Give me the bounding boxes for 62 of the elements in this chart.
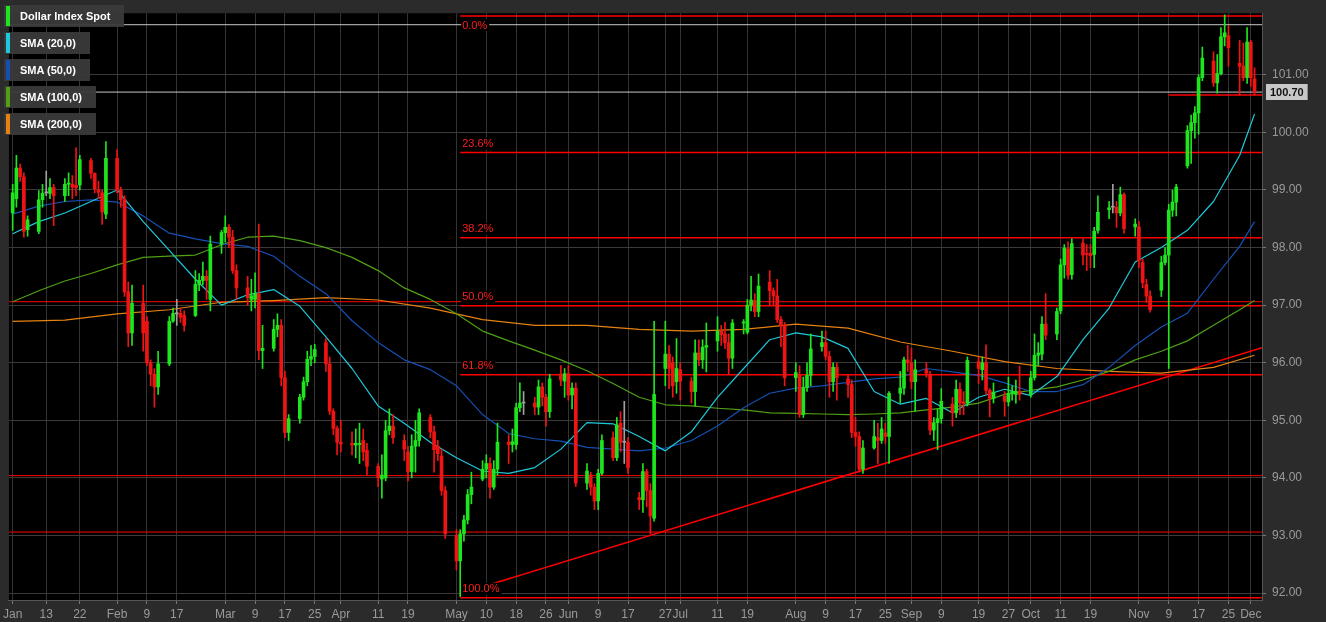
x-tick-label: Aug [785, 606, 807, 621]
x-tick-label: Apr [331, 606, 351, 621]
x-tick-label: Jul [672, 606, 688, 621]
legend-label: Dollar Index Spot [19, 10, 112, 22]
x-tick-label: 18 [509, 606, 524, 621]
x-tick-label: 26 [539, 606, 553, 621]
annotation: 61.8% [462, 359, 494, 372]
x-tick-label: 25 [878, 606, 893, 621]
y-tick-label: 97.00 [1272, 297, 1303, 312]
x-tick-label: Jun [558, 606, 579, 621]
y-tick-label: 99.00 [1272, 182, 1303, 197]
x-tick-label: 27 [658, 606, 673, 621]
annotation: 50.0% [462, 290, 494, 303]
annotation: 100.0% [462, 582, 500, 595]
x-tick-label: 11 [371, 606, 385, 621]
y-tick-label: 100.00 [1272, 124, 1310, 139]
x-tick-label: 11 [1054, 606, 1068, 621]
x-tick-label: 17 [170, 606, 184, 621]
annotation: 38.2% [462, 222, 494, 235]
x-tick-label: 9 [251, 606, 259, 621]
legend-label: SMA (50,0) [19, 64, 77, 76]
x-tick-label: 19 [1083, 606, 1098, 621]
y-tick-label: 95.00 [1272, 412, 1303, 427]
x-tick-label: 9 [822, 606, 830, 621]
x-tick-label: 13 [39, 606, 54, 621]
y-tick-label: 94.00 [1272, 470, 1303, 485]
x-tick-label: Mar [214, 606, 236, 621]
x-tick-label: Sep [900, 606, 923, 621]
x-tick-label: Jan [2, 606, 23, 621]
x-tick-label: 17 [278, 606, 292, 621]
x-tick-label: 9 [937, 606, 945, 621]
legend-label: SMA (20,0) [19, 37, 77, 49]
x-tick-label: May [445, 606, 468, 621]
x-tick-label: 19 [971, 606, 986, 621]
y-tick-label: 101.00 [1272, 67, 1310, 82]
x-tick-label: Nov [1128, 606, 1150, 621]
x-tick-label: 25 [1221, 606, 1236, 621]
annotation: 0.0% [462, 18, 488, 31]
y-tick-label: 92.00 [1272, 585, 1303, 600]
x-tick-label: 17 [1191, 606, 1206, 621]
x-tick-label: 27 [1001, 606, 1016, 621]
legend-label: SMA (100,0) [19, 91, 83, 103]
x-tick-label: 19 [740, 606, 755, 621]
x-tick-label: 9 [143, 606, 151, 621]
x-tick-label: 9 [594, 606, 602, 621]
x-tick-label: 25 [308, 606, 322, 621]
x-tick-label: 19 [401, 606, 415, 621]
x-tick-label: 11 [711, 606, 725, 621]
x-tick-label: Oct [1021, 606, 1041, 621]
x-tick-label: Feb [106, 606, 128, 621]
y-tick-label: 98.00 [1272, 239, 1303, 254]
x-tick-label: 22 [73, 606, 87, 621]
x-tick-label: 10 [479, 606, 494, 621]
x-tick-label: 17 [621, 606, 636, 621]
y-tick-label: 96.00 [1272, 355, 1303, 370]
ref-line-label: 100.70 [1270, 86, 1304, 99]
x-tick-label: Dec [1240, 606, 1262, 621]
legend-label: SMA (200,0) [19, 118, 83, 130]
annotation: 23.6% [462, 137, 494, 150]
y-tick-label: 93.00 [1272, 527, 1303, 542]
x-tick-label: 9 [1165, 606, 1173, 621]
x-tick-label: 17 [848, 606, 863, 621]
